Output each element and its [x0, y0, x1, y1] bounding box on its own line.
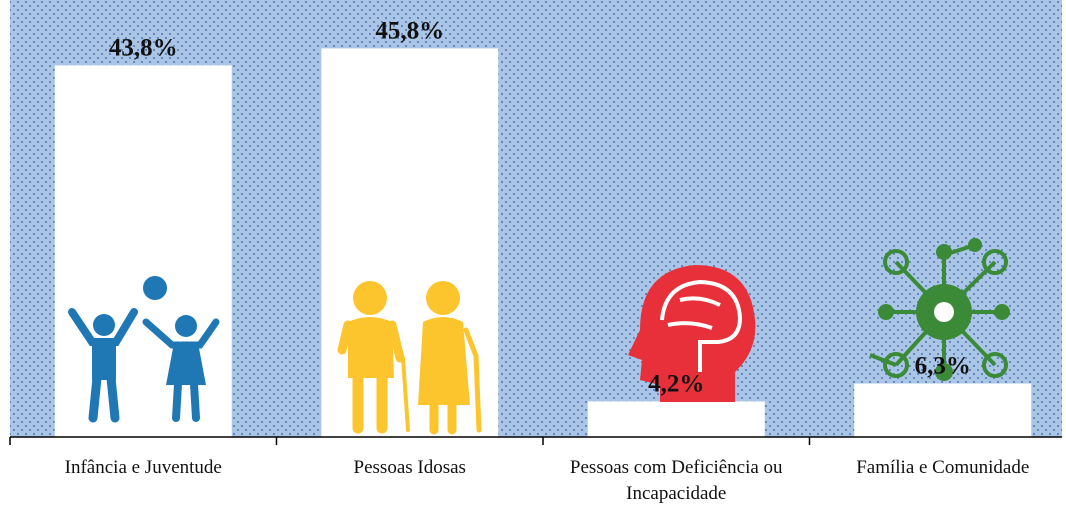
bar	[321, 48, 499, 437]
bar	[854, 383, 1032, 437]
bar	[587, 401, 765, 437]
x-tick-label: Família e Comunidade	[856, 457, 1030, 478]
x-tick-label: Pessoas com Deficiência ou Incapacidade	[569, 457, 783, 504]
head-icon	[628, 265, 756, 402]
value-label: 45,8%	[375, 17, 444, 44]
value-label: 4,2%	[648, 370, 704, 397]
axis-ticks	[9, 437, 811, 445]
bars	[54, 48, 1032, 438]
x-tick-label: Infância e Juventude	[64, 457, 222, 478]
value-label: 6,3%	[915, 353, 971, 380]
network-icon	[869, 238, 1010, 381]
x-tick-label: Pessoas Idosas	[353, 457, 466, 478]
children-icon	[68, 276, 220, 423]
elderly-icon	[337, 281, 482, 435]
value-label: 43,8%	[109, 34, 178, 61]
